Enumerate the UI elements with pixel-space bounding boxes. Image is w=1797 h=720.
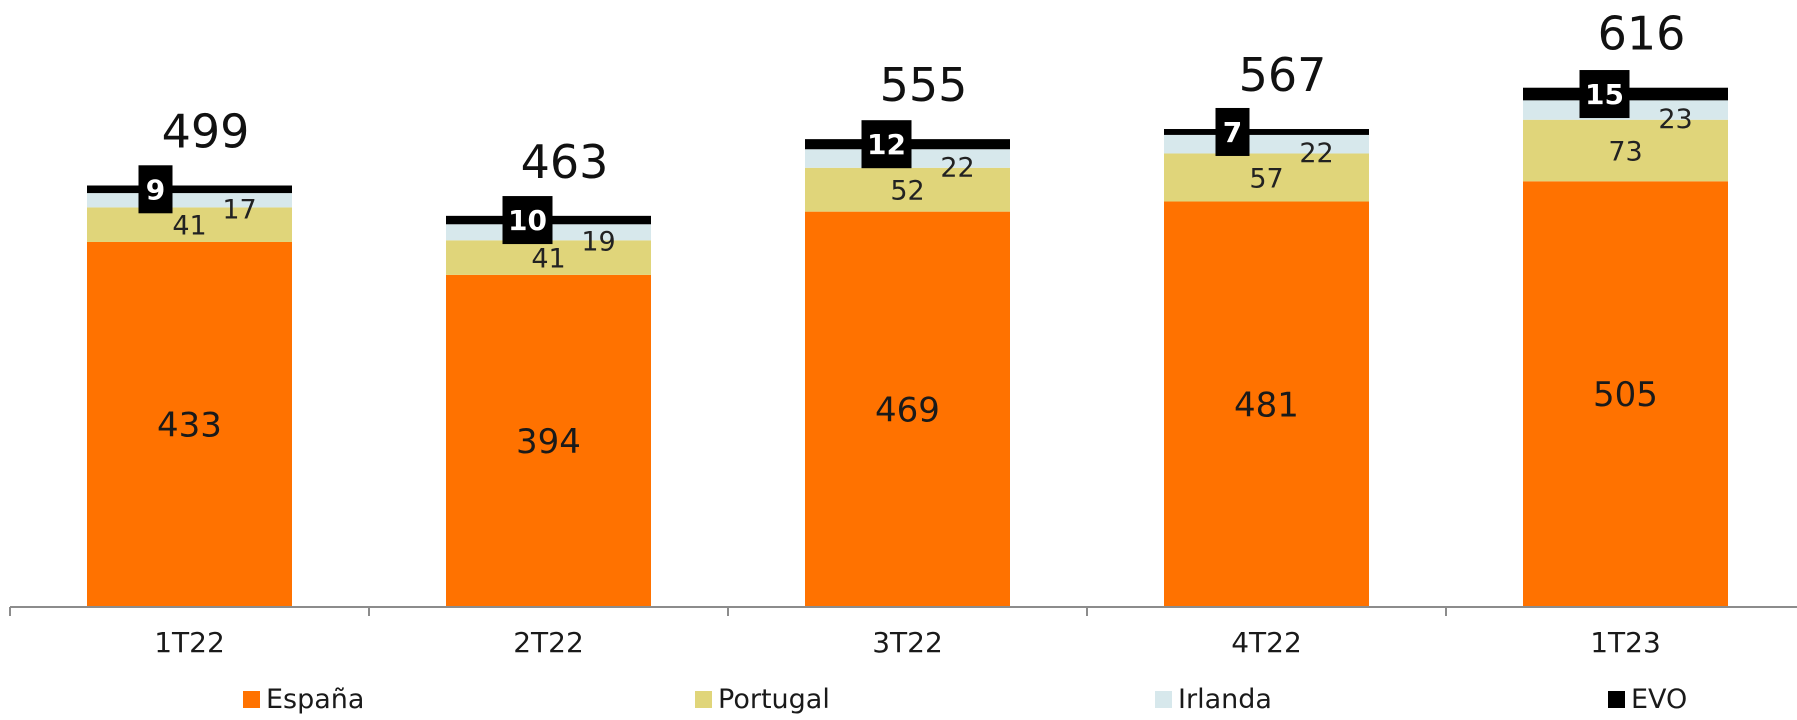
labels-layer: 1T22 433 41 17 9 499 2T22 394 41 19 10 463 3T22 469 52… [138, 7, 1693, 659]
data-label: 10 [508, 204, 547, 237]
legend-item: EVO [1608, 684, 1687, 715]
bar-segment-irlanda [87, 193, 292, 208]
bar-segment-portugal [87, 207, 292, 242]
data-label: 9 [146, 173, 165, 206]
legend-swatch [695, 691, 712, 708]
bar-segment-portugal [805, 167, 1010, 212]
x-tick-label: 4T22 [1231, 626, 1302, 659]
bar-segment-espana [1523, 181, 1728, 607]
data-label: 17 [222, 194, 256, 225]
x-tick-label: 1T23 [1590, 626, 1661, 659]
data-label: 19 [581, 226, 615, 257]
data-label: 12 [867, 128, 906, 161]
legend-item: Portugal [695, 684, 830, 715]
evo-label-box [1579, 70, 1630, 119]
data-label: 57 [1249, 163, 1283, 194]
bar-segment-espana [87, 241, 292, 607]
bar-segment-portugal [1164, 153, 1369, 202]
data-label: 52 [890, 176, 924, 207]
evo-label-box [138, 165, 173, 214]
data-label: 22 [940, 153, 974, 184]
total-label: 616 [1598, 7, 1686, 61]
bar-segment-espana [446, 274, 651, 607]
legend-label: Irlanda [1178, 684, 1272, 715]
bars-layer [87, 87, 1728, 607]
x-tick-label: 1T22 [154, 626, 225, 659]
legend-item: Irlanda [1155, 684, 1272, 715]
legend-item: España [243, 684, 364, 715]
legend-swatch [1608, 691, 1625, 708]
x-axis [9, 606, 1797, 616]
evo-label-box [502, 196, 553, 245]
bar-segment-portugal [1523, 119, 1728, 182]
data-label: 15 [1585, 78, 1624, 111]
stacked-bar-chart: 1T22 433 41 17 9 499 2T22 394 41 19 10 463 3T22 469 52… [9, 7, 1797, 659]
bar-segment-portugal [446, 240, 651, 275]
bar-segment-espana [1164, 201, 1369, 607]
total-label: 567 [1239, 48, 1327, 102]
x-tick-label: 2T22 [513, 626, 584, 659]
bar-segment-evo [1164, 129, 1369, 135]
bar-segment-irlanda [1164, 134, 1369, 154]
bar-segment-espana [805, 211, 1010, 607]
data-label: 394 [516, 422, 581, 462]
total-label: 555 [880, 58, 968, 112]
evo-label-box [1215, 107, 1250, 156]
legend-swatch [1155, 691, 1172, 708]
data-label: 481 [1234, 385, 1299, 425]
x-tick-label: 3T22 [872, 626, 943, 659]
legend-label: España [266, 684, 365, 715]
data-label: 41 [531, 244, 565, 275]
data-label: 7 [1223, 116, 1242, 149]
data-label: 23 [1658, 104, 1692, 135]
total-label: 463 [521, 135, 609, 189]
legend: España Portugal Irlanda EVO [0, 684, 1797, 720]
legend-label: EVO [1631, 684, 1688, 715]
data-label: 469 [875, 390, 940, 430]
total-label: 499 [162, 105, 250, 159]
data-label: 41 [172, 211, 206, 242]
bar-segment-evo [87, 185, 292, 194]
data-label: 22 [1299, 138, 1333, 169]
data-label: 433 [157, 405, 222, 445]
legend-label: Portugal [718, 684, 830, 715]
data-label: 73 [1608, 137, 1642, 168]
data-label: 505 [1593, 375, 1658, 415]
evo-label-box [861, 120, 912, 169]
legend-swatch [243, 691, 260, 708]
